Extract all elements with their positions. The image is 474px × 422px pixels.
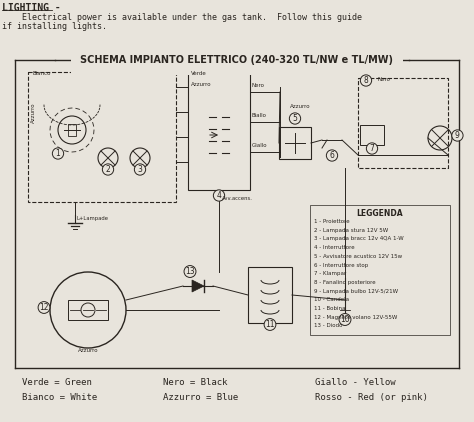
Bar — [338, 285, 352, 297]
Text: 7: 7 — [370, 144, 374, 153]
Text: 12 - Magnete volano 12V-55W: 12 - Magnete volano 12V-55W — [314, 315, 397, 320]
Text: 12: 12 — [39, 303, 49, 312]
Text: L+Lampade: L+Lampade — [77, 216, 109, 221]
Text: Bianco = White: Bianco = White — [22, 393, 97, 402]
Text: 6: 6 — [329, 151, 335, 160]
Text: 8 - Fanalino posteriore: 8 - Fanalino posteriore — [314, 280, 375, 285]
Text: Nero = Black: Nero = Black — [163, 378, 228, 387]
Bar — [360, 125, 384, 145]
Text: Azzurro: Azzurro — [290, 104, 310, 109]
Text: Azzurro = Blue: Azzurro = Blue — [163, 393, 238, 402]
Bar — [68, 300, 108, 320]
Text: 2 - Lampada stura 12V 5W: 2 - Lampada stura 12V 5W — [314, 228, 388, 233]
Text: 6 - Interruttore stop: 6 - Interruttore stop — [314, 262, 368, 268]
Bar — [358, 78, 448, 168]
Text: 4 - Interruttore: 4 - Interruttore — [314, 245, 355, 250]
Text: 8: 8 — [364, 76, 368, 85]
Bar — [279, 127, 311, 159]
Text: 7 - Klampar: 7 - Klampar — [314, 271, 346, 276]
Text: Nero: Nero — [252, 83, 265, 88]
Text: 11 - Bobina: 11 - Bobina — [314, 306, 346, 311]
Text: Verde: Verde — [191, 71, 207, 76]
Text: 5: 5 — [292, 114, 298, 123]
Bar — [188, 72, 250, 190]
Text: Biallo: Biallo — [252, 113, 267, 118]
Text: 3: 3 — [137, 165, 143, 174]
Polygon shape — [192, 280, 204, 292]
Text: 11: 11 — [265, 320, 275, 329]
Text: 2: 2 — [106, 165, 110, 174]
Text: Verde = Green: Verde = Green — [22, 378, 92, 387]
Text: 9: 9 — [455, 131, 460, 140]
Text: 9 - Lampada bulbo 12V-5/21W: 9 - Lampada bulbo 12V-5/21W — [314, 289, 398, 294]
Text: 1: 1 — [55, 149, 60, 158]
Text: 10 - Candela: 10 - Candela — [314, 298, 349, 302]
Text: LEGGENDA: LEGGENDA — [357, 209, 403, 218]
Text: 13: 13 — [185, 267, 195, 276]
Text: if installing lights.: if installing lights. — [2, 22, 107, 31]
Text: Bianco: Bianco — [33, 71, 52, 76]
Text: 4: 4 — [217, 191, 221, 200]
Text: Azzurro: Azzurro — [191, 82, 211, 87]
Bar — [68, 124, 76, 136]
Bar — [310, 205, 450, 335]
Text: LIGHTING -: LIGHTING - — [2, 3, 61, 13]
Bar — [28, 72, 176, 202]
Text: Giallo: Giallo — [252, 143, 268, 148]
Text: Avv.accens.: Avv.accens. — [222, 196, 253, 201]
Text: 10: 10 — [340, 315, 350, 324]
Bar — [248, 267, 292, 323]
Text: 5 - Avvisatore acustico 12V 15w: 5 - Avvisatore acustico 12V 15w — [314, 254, 402, 259]
Text: Nero: Nero — [378, 77, 391, 82]
Text: Azzurro: Azzurro — [31, 103, 36, 123]
Text: 3 - Lampada bracc 12v 4QA 1-W: 3 - Lampada bracc 12v 4QA 1-W — [314, 236, 404, 241]
Text: Giallo - Yellow: Giallo - Yellow — [315, 378, 396, 387]
Text: 1 - Proiettore: 1 - Proiettore — [314, 219, 350, 224]
Text: Electrical power is available under the gas tank.  Follow this guide: Electrical power is available under the … — [2, 13, 362, 22]
Text: 13 - Diodo: 13 - Diodo — [314, 323, 343, 328]
Text: Rosso - Red (or pink): Rosso - Red (or pink) — [315, 393, 428, 402]
Text: Azzurro: Azzurro — [78, 348, 99, 353]
Text: SCHEMA IMPIANTO ELETTRICO (240-320 TL/NW e TL/MW): SCHEMA IMPIANTO ELETTRICO (240-320 TL/NW… — [81, 55, 393, 65]
